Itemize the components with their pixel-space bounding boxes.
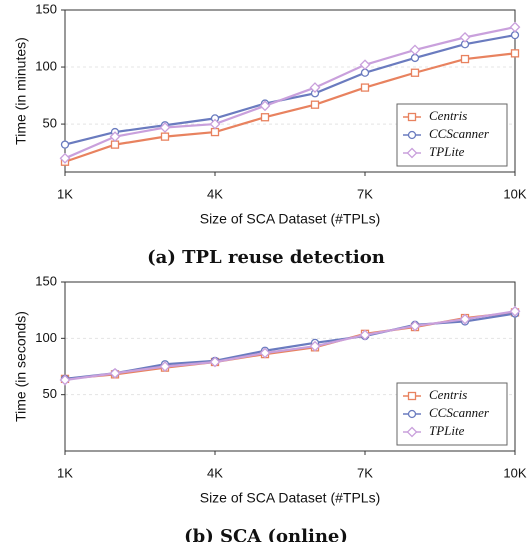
plot-frame bbox=[64, 281, 516, 452]
legend-marker bbox=[407, 409, 417, 419]
y-tick-label: 100 bbox=[35, 330, 57, 345]
marker bbox=[410, 53, 420, 63]
x-tick-label: 1K bbox=[57, 186, 73, 201]
marker bbox=[259, 100, 271, 112]
marker bbox=[210, 127, 220, 137]
marker bbox=[359, 59, 371, 71]
marker bbox=[109, 131, 121, 143]
marker bbox=[459, 31, 471, 43]
plot-frame bbox=[64, 9, 516, 173]
marker bbox=[159, 361, 171, 372]
marker bbox=[309, 82, 321, 93]
x-tick-label: 1K bbox=[57, 465, 73, 480]
series-line bbox=[64, 34, 516, 146]
marker bbox=[509, 21, 521, 33]
legend-label: TPLite bbox=[429, 423, 465, 438]
legend-marker bbox=[407, 391, 417, 401]
marker bbox=[59, 374, 71, 386]
legend-marker bbox=[406, 147, 418, 159]
marker bbox=[159, 122, 171, 133]
legend-label: CCScanner bbox=[429, 405, 490, 420]
y-tick-label: 150 bbox=[35, 273, 57, 288]
marker bbox=[509, 305, 521, 317]
marker bbox=[59, 152, 71, 164]
marker bbox=[60, 140, 70, 149]
marker bbox=[460, 54, 470, 64]
x-tick-label: 10K bbox=[503, 465, 526, 480]
x-tick-label: 10K bbox=[503, 186, 526, 201]
marker bbox=[410, 68, 420, 77]
marker bbox=[409, 320, 421, 332]
legend-label: Centris bbox=[429, 108, 467, 123]
marker bbox=[510, 30, 520, 40]
legend-label: Centris bbox=[429, 387, 467, 402]
legend-label: TPLite bbox=[429, 144, 465, 159]
marker bbox=[360, 83, 370, 92]
marker bbox=[160, 132, 170, 141]
marker bbox=[409, 44, 421, 56]
x-tick-label: 4K bbox=[207, 465, 223, 480]
x-tick-label: 7K bbox=[357, 186, 373, 201]
marker bbox=[109, 367, 121, 379]
marker bbox=[310, 100, 320, 109]
caption: (b) SCA (online) bbox=[184, 526, 348, 542]
legend-marker bbox=[406, 426, 418, 438]
y-tick-label: 50 bbox=[43, 386, 57, 401]
y-tick-label: 50 bbox=[43, 116, 57, 131]
marker bbox=[110, 140, 120, 149]
legend-marker bbox=[407, 112, 417, 122]
legend-label: CCScanner bbox=[429, 126, 490, 141]
marker bbox=[459, 313, 471, 325]
marker bbox=[209, 118, 221, 130]
x-axis-label: Size of SCA Dataset (#TPLs) bbox=[200, 211, 381, 227]
x-axis-label: Size of SCA Dataset (#TPLs) bbox=[200, 490, 381, 506]
x-tick-label: 7K bbox=[357, 465, 373, 480]
marker bbox=[309, 340, 321, 352]
series-line bbox=[64, 52, 516, 163]
y-tick-label: 100 bbox=[35, 58, 57, 73]
marker bbox=[359, 329, 371, 341]
legend-marker bbox=[407, 130, 417, 140]
marker bbox=[209, 356, 221, 368]
caption: (a) TPL reuse detection bbox=[147, 247, 385, 268]
marker bbox=[260, 113, 270, 122]
y-axis-label: Time (in minutes) bbox=[13, 37, 29, 145]
series-line bbox=[64, 312, 516, 380]
marker bbox=[259, 347, 271, 359]
marker bbox=[510, 49, 520, 58]
series-line bbox=[64, 26, 516, 160]
y-axis-label: Time (in seconds) bbox=[13, 311, 29, 422]
marker bbox=[360, 68, 370, 77]
series-line bbox=[64, 310, 516, 382]
x-tick-label: 4K bbox=[207, 186, 223, 201]
y-tick-label: 150 bbox=[35, 1, 57, 16]
